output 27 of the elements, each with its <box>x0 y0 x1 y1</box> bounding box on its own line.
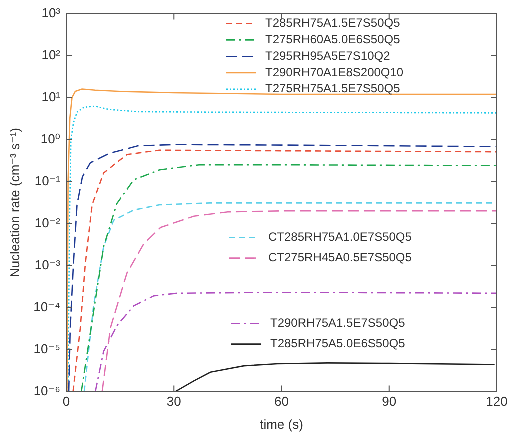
y-tick-label: 10¹ <box>42 89 62 104</box>
x-tick-label: 30 <box>166 394 182 410</box>
x-tick-label: 90 <box>382 394 397 410</box>
x-tick-label: 60 <box>274 394 289 410</box>
legend-label: CT285RH75A1.0E7S50Q5 <box>268 230 412 244</box>
legend-label: T295RH95A5E7S10Q2 <box>266 48 391 63</box>
y-tick-label: 10⁻¹ <box>34 173 62 188</box>
line-series <box>94 292 497 392</box>
y-tick-label: 10⁻⁵ <box>34 341 61 356</box>
legend-label: CT275RH45A0.5E7S50Q5 <box>268 250 412 265</box>
x-axis-title: time (s) <box>260 416 304 432</box>
y-tick-label: 10⁻⁴ <box>34 299 61 314</box>
legend-label: T285RH75A1.5E7S50Q5 <box>266 16 401 30</box>
legend-label: T275RH60A5.0E6S50Q5 <box>266 32 401 47</box>
legend-label: T285RH75A5.0E6S50Q5 <box>270 336 406 351</box>
y-axis-title: Nucleation rate (cm⁻³ s⁻¹) <box>7 128 22 278</box>
y-tick-label: 10⁻³ <box>34 257 62 272</box>
y-tick-label: 10⁰ <box>40 131 61 146</box>
legend-label: T275RH75A1.5E7S50Q5 <box>266 82 401 96</box>
y-tick-label: 10³ <box>42 5 62 20</box>
legend-label: T290RH70A1E8S200Q10 <box>266 65 404 80</box>
x-tick-label: 120 <box>486 394 508 410</box>
legend-label: T290RH75A1.5E7S50Q5 <box>270 316 406 330</box>
y-tick-label: 10⁻⁶ <box>34 383 61 398</box>
x-tick-label: 0 <box>62 394 70 410</box>
y-tick-label: 10⁻² <box>34 215 62 230</box>
y-tick-label: 10² <box>42 47 62 62</box>
